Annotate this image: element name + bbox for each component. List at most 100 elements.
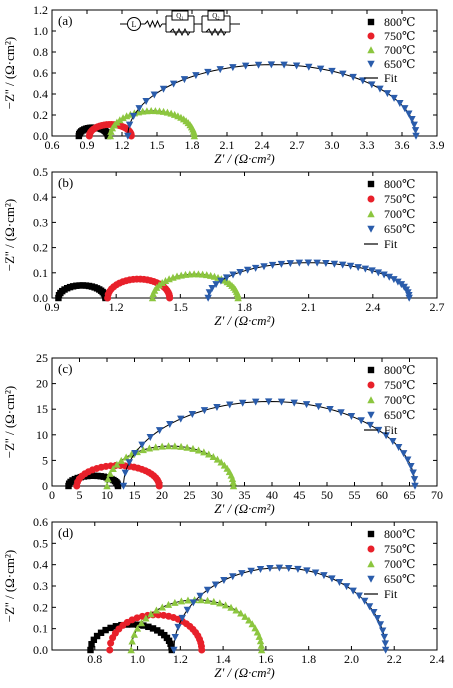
data-point: [238, 399, 247, 407]
circuit-inductor-label: L: [132, 20, 137, 29]
legend-marker: [367, 575, 375, 583]
data-point: [370, 609, 378, 617]
data-point: [396, 99, 404, 107]
data-point: [280, 61, 288, 69]
x-tick-label: 5: [77, 488, 83, 502]
data-point: [112, 623, 120, 630]
x-tick-label: 0: [49, 488, 55, 502]
data-point: [254, 61, 263, 69]
legend-fit-label: Fit: [384, 587, 398, 601]
data-point: [374, 426, 383, 434]
data-point: [205, 289, 214, 297]
panel-a: 0.6 0.9 1.2 1.5 1.8 2.1 2.4 2.7 3.0 3.3 3.6 3.90.00…: [2, 3, 445, 166]
data-point: [228, 475, 237, 483]
data-point: [133, 624, 142, 632]
data-point: [322, 260, 330, 268]
data-point: [104, 132, 112, 140]
series-650: [119, 398, 419, 490]
data-point: [229, 478, 237, 486]
y-axis-label: −Z'' / (Ω·cm²): [2, 37, 17, 110]
series-650: [170, 564, 390, 654]
x-tick-label: 2.2: [387, 652, 402, 666]
data-point: [401, 105, 409, 113]
data-point: [73, 282, 80, 289]
data-point: [145, 623, 152, 631]
y-tick-label: 20: [36, 377, 48, 391]
y-tick-label: 0.1: [33, 622, 48, 636]
data-point: [147, 610, 155, 618]
y-tick-label: 0.5: [33, 165, 48, 179]
data-point: [256, 566, 265, 574]
data-point: [311, 569, 320, 577]
data-point: [229, 271, 237, 279]
y-tick-label: 0: [42, 479, 48, 493]
data-point: [229, 64, 237, 72]
x-tick-label: 1.5: [150, 138, 165, 152]
x-tick-label: 65: [404, 488, 416, 502]
y-tick-label: 0.3: [33, 579, 48, 593]
data-point: [109, 465, 117, 473]
data-point: [155, 482, 163, 490]
data-point: [404, 456, 412, 464]
data-point: [107, 624, 114, 632]
legend-marker: [367, 18, 375, 26]
data-point: [357, 417, 365, 425]
data-point: [339, 70, 347, 78]
data-point: [139, 446, 147, 454]
x-tick-label: 1.6: [258, 652, 273, 666]
data-point: [117, 456, 125, 464]
data-point: [330, 260, 339, 268]
data-point: [405, 110, 413, 118]
data-point: [237, 609, 245, 617]
data-point: [196, 592, 204, 600]
x-tick-label: 3.0: [325, 138, 340, 152]
series-750: [73, 462, 163, 490]
data-point: [294, 565, 302, 573]
circuit-cpe2-icon: [207, 10, 225, 21]
legend-fit-label: Fit: [384, 237, 398, 251]
y-tick-label: 0.4: [33, 558, 48, 572]
data-point: [368, 81, 376, 89]
data-point: [385, 273, 393, 281]
y-tick-label: 0.2: [33, 241, 48, 255]
data-point: [338, 261, 347, 269]
data-point: [106, 646, 114, 654]
legend-marker: [367, 210, 375, 218]
data-point: [157, 629, 165, 636]
data-point: [166, 421, 174, 429]
data-point: [184, 596, 192, 604]
legend-marker: [367, 225, 375, 233]
data-point: [121, 469, 129, 477]
data-point: [411, 482, 419, 490]
data-point: [159, 85, 168, 93]
data-point: [171, 633, 179, 641]
series-650: [124, 61, 420, 140]
data-point: [382, 432, 390, 440]
legend-label: 650℃: [384, 222, 415, 236]
data-point: [116, 116, 124, 124]
data-point: [255, 632, 263, 640]
legend-marker: [367, 545, 375, 553]
data-point: [394, 443, 403, 451]
legend-label: 800℃: [384, 527, 415, 541]
x-tick-label: 2.7: [430, 300, 445, 314]
y-axis-label: −Z'' / (Ω·cm²): [2, 386, 17, 459]
data-point: [376, 85, 384, 93]
data-point: [379, 627, 387, 635]
data-point: [177, 415, 185, 423]
legend-marker: [367, 381, 375, 389]
x-tick-label: 1.2: [115, 138, 130, 152]
data-point: [380, 633, 389, 641]
legend-marker: [367, 560, 375, 568]
data-point: [390, 276, 398, 284]
legend-label: 800℃: [384, 15, 415, 29]
y-tick-label: 25: [36, 351, 48, 365]
data-point: [90, 636, 98, 644]
y-tick-label: 0.0: [33, 291, 48, 305]
data-point: [216, 599, 224, 607]
legend-marker: [367, 32, 375, 40]
data-point: [190, 132, 199, 140]
